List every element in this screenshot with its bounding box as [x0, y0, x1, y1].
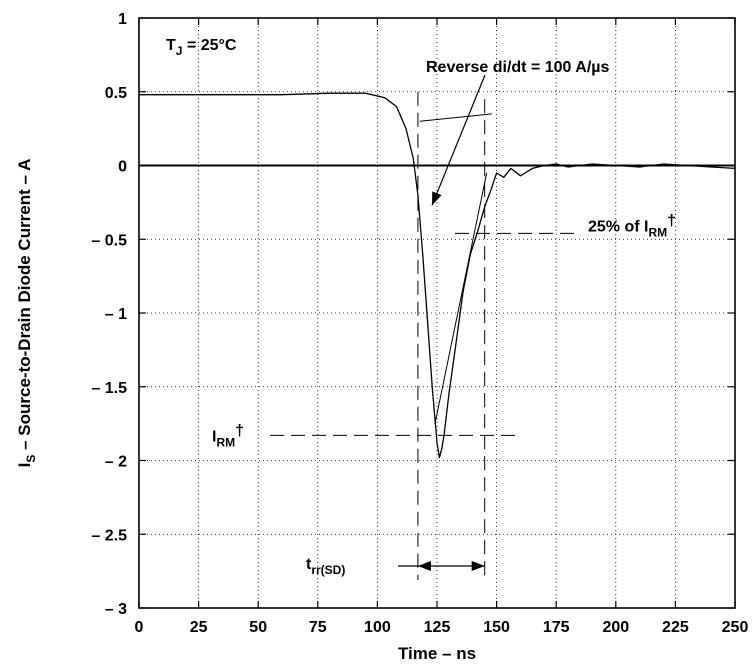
y-axis-label: IS – Source-to-Drain Diode Current – A: [15, 159, 38, 468]
quarter-irm-annotation: 25% of IRM†: [588, 212, 676, 239]
trr-arrow-left: [417, 561, 431, 571]
y-tick-label: – 3: [105, 601, 127, 618]
irm-annotation: IRM†: [212, 422, 244, 449]
y-tick-label: 1: [118, 11, 127, 28]
x-tick-label: 100: [364, 619, 391, 636]
y-tick-label: – 1: [105, 306, 127, 323]
trr-arrow-right: [471, 561, 485, 571]
didt-arrow-head: [432, 191, 442, 206]
y-tick-label: – 2.5: [91, 527, 127, 544]
y-tick-label: – 2: [105, 454, 127, 471]
y-tick-label: – 1.5: [91, 380, 127, 397]
x-tick-label: 200: [602, 619, 629, 636]
x-tick-label: 25: [190, 619, 208, 636]
y-tick-label: 0.5: [105, 85, 127, 102]
x-tick-label: 250: [722, 619, 749, 636]
y-tick-label: 0: [118, 159, 127, 176]
y-tick-labels: 1 0.5 0 – 0.5 – 1 – 1.5 – 2 – 2.5 – 3: [91, 11, 127, 618]
annotation-arrows: [398, 74, 486, 571]
didt-annotation: Reverse di/dt = 100 A/µs: [426, 59, 609, 76]
trr-annotation: trr(SD): [306, 556, 345, 577]
guide-lines: [270, 91, 575, 580]
axis-ticks: [138, 17, 736, 609]
didt-slope-line: [419, 113, 492, 122]
x-axis-label: Time – ns: [398, 644, 476, 663]
x-tick-labels: 0 25 50 75 100 125 150 175 200 225 250: [135, 619, 749, 636]
x-tick-label: 50: [249, 619, 267, 636]
y-tick-label: – 0.5: [91, 232, 127, 249]
x-tick-label: 125: [424, 619, 451, 636]
current-trace: [139, 92, 736, 459]
tj-annotation: TJ = 25°C: [166, 37, 237, 58]
x-tick-label: 0: [135, 619, 144, 636]
x-tick-label: 75: [309, 619, 327, 636]
grid-lines: [139, 18, 735, 608]
recovery-slope-line: [434, 172, 488, 424]
x-tick-label: 150: [483, 619, 510, 636]
x-tick-label: 225: [662, 619, 689, 636]
x-tick-label: 175: [543, 619, 570, 636]
didt-arrow-line: [431, 74, 486, 206]
